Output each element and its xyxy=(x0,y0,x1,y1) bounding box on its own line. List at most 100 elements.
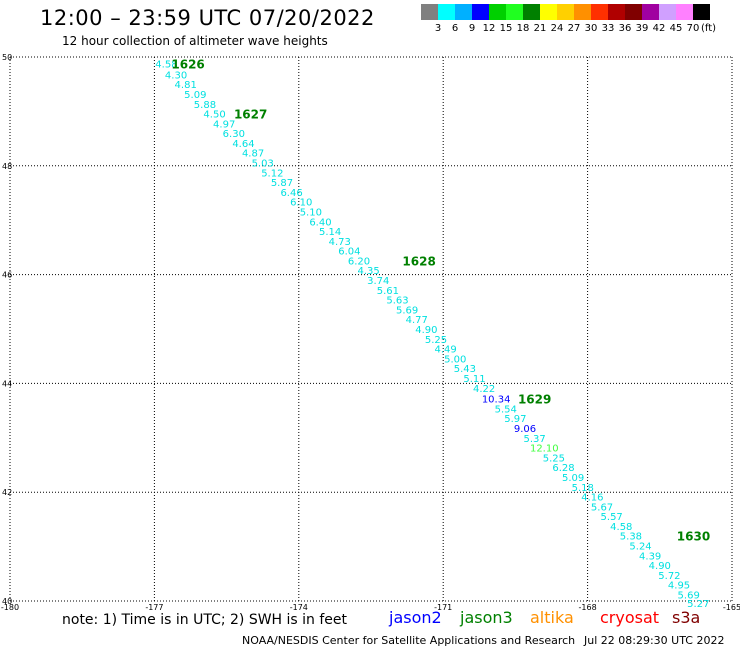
wave-height-label: 12.10 xyxy=(530,444,559,455)
color-scale-label: 36 xyxy=(618,23,632,34)
color-swatch xyxy=(472,4,489,20)
wave-height-label: 6.10 xyxy=(290,198,312,209)
wave-height-label: 5.37 xyxy=(524,434,546,445)
legend-jason2: jason2 xyxy=(389,608,442,627)
time-annotation: 1630 xyxy=(677,530,710,544)
wave-height-label: 5.63 xyxy=(386,296,408,307)
wave-height-label: 3.74 xyxy=(367,276,389,287)
wave-height-label: 4.90 xyxy=(415,325,437,336)
wave-height-label: 5.69 xyxy=(396,305,418,316)
color-scale-label: 15 xyxy=(499,23,513,34)
wave-height-label: 6.40 xyxy=(309,217,331,228)
color-swatch xyxy=(625,4,642,20)
wave-height-label: 5.25 xyxy=(543,453,565,464)
color-scale-label: 21 xyxy=(533,23,547,34)
wave-height-label: 6.46 xyxy=(280,188,302,199)
color-scale-label: 9 xyxy=(468,23,476,34)
wave-height-label: 5.18 xyxy=(572,483,594,494)
color-scale-unit: (ft) xyxy=(701,23,717,34)
wave-height-label: 5.69 xyxy=(678,590,700,601)
wave-height-label: 6.30 xyxy=(223,129,245,140)
color-swatch xyxy=(676,4,693,20)
color-swatch xyxy=(659,4,676,20)
x-tick-label: -168 xyxy=(579,603,597,612)
wave-height-label: 4.73 xyxy=(329,237,351,248)
wave-height-label: 4.77 xyxy=(406,315,428,326)
wave-height-label: 5.57 xyxy=(601,512,623,523)
color-swatch xyxy=(591,4,608,20)
color-scale-label: 70 xyxy=(686,23,700,34)
color-swatch xyxy=(455,4,472,20)
wave-height-label: 5.43 xyxy=(454,364,476,375)
x-tick-label: -177 xyxy=(145,603,163,612)
color-swatch xyxy=(693,4,710,20)
wave-height-label: 6.04 xyxy=(338,247,360,258)
wave-height-label: 4.87 xyxy=(242,149,264,160)
x-tick-label: -180 xyxy=(1,603,19,612)
color-scale-label: 33 xyxy=(601,23,615,34)
wave-height-label: 5.00 xyxy=(444,354,466,365)
footer-note: note: 1) Time is in UTC; 2) SWH is in fe… xyxy=(62,612,348,628)
color-swatch xyxy=(421,4,438,20)
time-annotation: 1629 xyxy=(518,393,551,407)
timestamp-text: Jul 22 08:29:30 UTC 2022 xyxy=(584,634,725,647)
x-tick-label: -174 xyxy=(290,603,308,612)
color-scale-label: 6 xyxy=(451,23,459,34)
wave-height-label: 9.06 xyxy=(514,424,536,435)
color-scale-label: 18 xyxy=(516,23,530,34)
color-swatch xyxy=(438,4,455,20)
wave-height-label: 5.10 xyxy=(300,207,322,218)
wave-height-label: 5.61 xyxy=(377,286,399,297)
y-tick-label: 50 xyxy=(2,53,12,62)
credit-text: NOAA/NESDIS Center for Satellite Applica… xyxy=(242,634,576,647)
wave-height-label: 4.64 xyxy=(232,139,254,150)
wave-height-label: 5.87 xyxy=(271,178,293,189)
wave-height-label: 5.88 xyxy=(194,100,216,111)
color-swatch xyxy=(540,4,557,20)
color-scale-label: 27 xyxy=(567,23,581,34)
legend-cryosat: cryosat xyxy=(600,608,660,627)
wave-height-label: 5.12 xyxy=(261,168,283,179)
chart-title: 12:00 – 23:59 UTC 07/20/2022 xyxy=(40,6,375,30)
time-annotation: 1627 xyxy=(234,108,267,122)
y-tick-label: 44 xyxy=(2,379,12,388)
wave-height-label: 4.30 xyxy=(165,70,187,81)
wave-height-label: 5.09 xyxy=(184,90,206,101)
chart-subtitle: 12 hour collection of altimeter wave hei… xyxy=(62,34,328,48)
y-tick-label: 48 xyxy=(2,162,12,171)
wave-height-label: 10.34 xyxy=(482,395,511,406)
color-scale-label: 45 xyxy=(669,23,683,34)
wave-height-label: 5.24 xyxy=(629,542,651,553)
wave-height-label: 4.95 xyxy=(668,581,690,592)
color-scale-label: 42 xyxy=(652,23,666,34)
wave-height-label: 4.90 xyxy=(649,561,671,572)
y-tick-label: 42 xyxy=(2,488,12,497)
color-swatch xyxy=(608,4,625,20)
y-tick-label: 40 xyxy=(2,597,12,606)
legend-altika: altika xyxy=(530,608,574,627)
color-swatch xyxy=(574,4,591,20)
x-tick-label: -165 xyxy=(723,603,740,612)
wave-height-label: 5.38 xyxy=(620,532,642,543)
legend-s3a: s3a xyxy=(672,608,701,627)
wave-height-label: 5.14 xyxy=(319,227,341,238)
wave-height-label: 4.49 xyxy=(434,345,456,356)
wave-height-label: 6.28 xyxy=(552,463,574,474)
legend-jason3: jason3 xyxy=(460,608,513,627)
color-scale-label: 30 xyxy=(584,23,598,34)
color-swatch xyxy=(506,4,523,20)
wave-height-label: 5.54 xyxy=(495,404,517,415)
wave-height-label: 5.11 xyxy=(463,374,485,385)
color-scale-label: 39 xyxy=(635,23,649,34)
wave-height-label: 4.22 xyxy=(473,384,495,395)
wave-height-label: 4.58 xyxy=(610,522,632,533)
wave-height-label: 4.50 xyxy=(203,110,225,121)
color-scale-label: 12 xyxy=(482,23,496,34)
color-scale-label: 3 xyxy=(434,23,442,34)
wave-height-label: 5.25 xyxy=(425,335,447,346)
y-tick-label: 46 xyxy=(2,271,12,280)
color-swatch xyxy=(642,4,659,20)
wave-height-label: 5.09 xyxy=(562,473,584,484)
